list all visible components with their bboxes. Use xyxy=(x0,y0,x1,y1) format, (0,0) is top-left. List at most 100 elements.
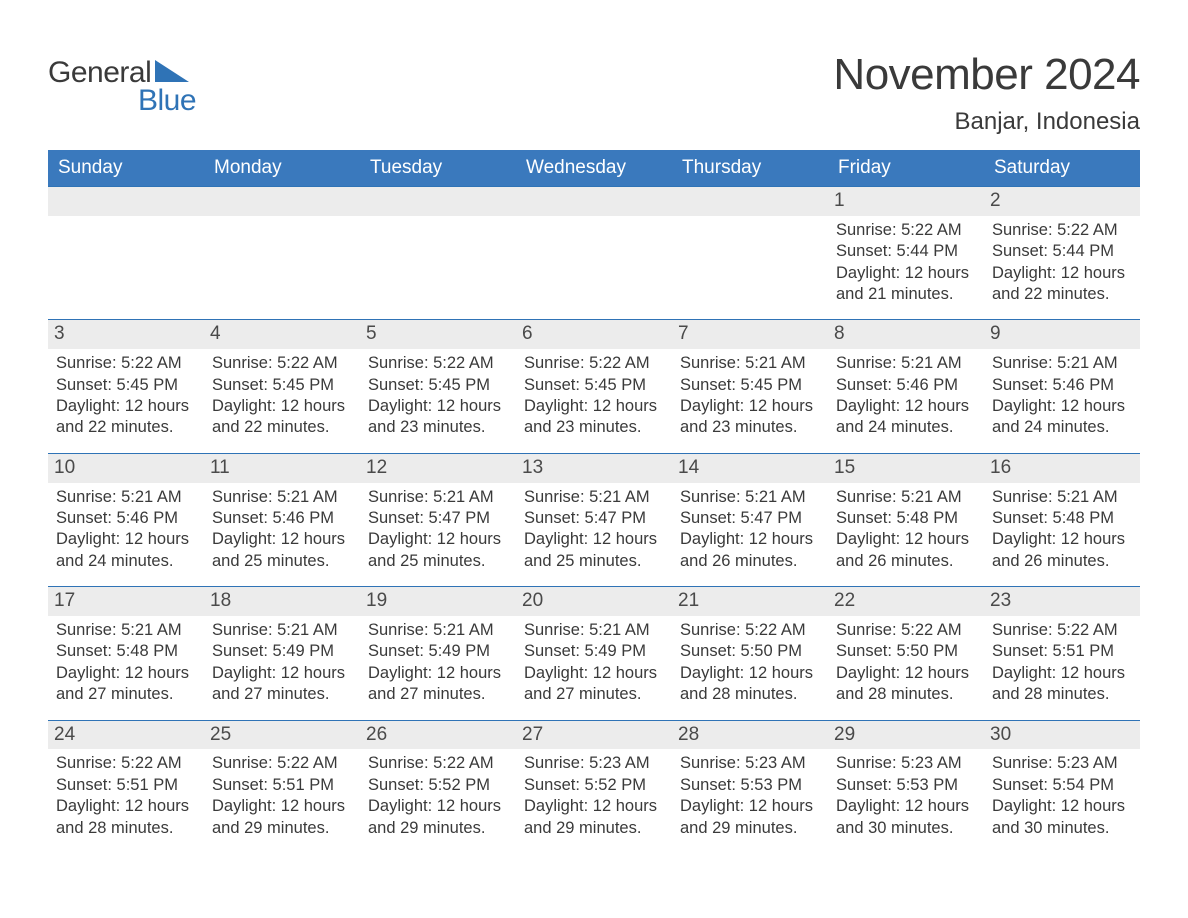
sunset-line: Sunset: 5:52 PM xyxy=(524,775,664,796)
day-content: Sunrise: 5:21 AMSunset: 5:48 PMDaylight:… xyxy=(834,487,978,573)
sunrise-line: Sunrise: 5:22 AM xyxy=(368,353,508,374)
sunrise-line: Sunrise: 5:22 AM xyxy=(56,753,196,774)
sunset-line: Sunset: 5:48 PM xyxy=(56,641,196,662)
day-content: Sunrise: 5:21 AMSunset: 5:48 PMDaylight:… xyxy=(990,487,1134,573)
sunset-line: Sunset: 5:46 PM xyxy=(56,508,196,529)
sunrise-line: Sunrise: 5:22 AM xyxy=(212,753,352,774)
day-content: Sunrise: 5:21 AMSunset: 5:48 PMDaylight:… xyxy=(54,620,198,706)
day-cell xyxy=(672,186,828,319)
day-cell xyxy=(204,186,360,319)
logo-triangle-icon xyxy=(155,60,189,82)
day-cell: 22Sunrise: 5:22 AMSunset: 5:50 PMDayligh… xyxy=(828,586,984,719)
daylight-line: Daylight: 12 hours and 28 minutes. xyxy=(680,663,820,706)
day-number xyxy=(48,186,204,216)
sunset-line: Sunset: 5:53 PM xyxy=(836,775,976,796)
sunset-line: Sunset: 5:49 PM xyxy=(524,641,664,662)
day-cell: 30Sunrise: 5:23 AMSunset: 5:54 PMDayligh… xyxy=(984,720,1140,853)
calendar-grid: Sunday Monday Tuesday Wednesday Thursday… xyxy=(48,150,1140,853)
daylight-line: Daylight: 12 hours and 23 minutes. xyxy=(524,396,664,439)
daylight-line: Daylight: 12 hours and 28 minutes. xyxy=(992,663,1132,706)
day-content: Sunrise: 5:21 AMSunset: 5:47 PMDaylight:… xyxy=(366,487,510,573)
week-row: 1Sunrise: 5:22 AMSunset: 5:44 PMDaylight… xyxy=(48,186,1140,319)
daylight-line: Daylight: 12 hours and 25 minutes. xyxy=(212,529,352,572)
day-content: Sunrise: 5:21 AMSunset: 5:49 PMDaylight:… xyxy=(210,620,354,706)
day-cell xyxy=(360,186,516,319)
sunrise-line: Sunrise: 5:22 AM xyxy=(836,220,976,241)
weekday-header: Wednesday xyxy=(516,150,672,186)
sunrise-line: Sunrise: 5:21 AM xyxy=(212,487,352,508)
sunrise-line: Sunrise: 5:22 AM xyxy=(680,620,820,641)
day-number: 29 xyxy=(828,720,984,750)
daylight-line: Daylight: 12 hours and 27 minutes. xyxy=(212,663,352,706)
sunset-line: Sunset: 5:45 PM xyxy=(368,375,508,396)
day-content: Sunrise: 5:21 AMSunset: 5:46 PMDaylight:… xyxy=(834,353,978,439)
sunset-line: Sunset: 5:47 PM xyxy=(524,508,664,529)
day-number: 7 xyxy=(672,319,828,349)
week-row: 24Sunrise: 5:22 AMSunset: 5:51 PMDayligh… xyxy=(48,720,1140,853)
sunrise-line: Sunrise: 5:21 AM xyxy=(524,620,664,641)
day-number: 11 xyxy=(204,453,360,483)
daylight-line: Daylight: 12 hours and 23 minutes. xyxy=(680,396,820,439)
daylight-line: Daylight: 12 hours and 26 minutes. xyxy=(836,529,976,572)
day-number: 15 xyxy=(828,453,984,483)
day-number xyxy=(516,186,672,216)
day-cell: 16Sunrise: 5:21 AMSunset: 5:48 PMDayligh… xyxy=(984,453,1140,586)
day-number: 23 xyxy=(984,586,1140,616)
daylight-line: Daylight: 12 hours and 30 minutes. xyxy=(992,796,1132,839)
day-content: Sunrise: 5:23 AMSunset: 5:53 PMDaylight:… xyxy=(678,753,822,839)
sunrise-line: Sunrise: 5:21 AM xyxy=(992,353,1132,374)
sunrise-line: Sunrise: 5:22 AM xyxy=(992,620,1132,641)
sunrise-line: Sunrise: 5:21 AM xyxy=(56,487,196,508)
day-content: Sunrise: 5:22 AMSunset: 5:45 PMDaylight:… xyxy=(366,353,510,439)
sunset-line: Sunset: 5:51 PM xyxy=(992,641,1132,662)
logo: General Blue xyxy=(48,50,196,118)
day-cell: 3Sunrise: 5:22 AMSunset: 5:45 PMDaylight… xyxy=(48,319,204,452)
calendar-page: General Blue November 2024 Banjar, Indon… xyxy=(0,0,1188,893)
daylight-line: Daylight: 12 hours and 23 minutes. xyxy=(368,396,508,439)
sunrise-line: Sunrise: 5:22 AM xyxy=(524,353,664,374)
day-cell: 1Sunrise: 5:22 AMSunset: 5:44 PMDaylight… xyxy=(828,186,984,319)
day-cell: 26Sunrise: 5:22 AMSunset: 5:52 PMDayligh… xyxy=(360,720,516,853)
day-content: Sunrise: 5:21 AMSunset: 5:46 PMDaylight:… xyxy=(990,353,1134,439)
sunrise-line: Sunrise: 5:21 AM xyxy=(992,487,1132,508)
sunset-line: Sunset: 5:45 PM xyxy=(212,375,352,396)
daylight-line: Daylight: 12 hours and 28 minutes. xyxy=(56,796,196,839)
sunset-line: Sunset: 5:51 PM xyxy=(212,775,352,796)
sunset-line: Sunset: 5:48 PM xyxy=(836,508,976,529)
day-number: 12 xyxy=(360,453,516,483)
daylight-line: Daylight: 12 hours and 29 minutes. xyxy=(680,796,820,839)
sunrise-line: Sunrise: 5:22 AM xyxy=(368,753,508,774)
day-cell: 18Sunrise: 5:21 AMSunset: 5:49 PMDayligh… xyxy=(204,586,360,719)
day-cell: 12 Sunrise: 5:21 AMSunset: 5:47 PMDayligh… xyxy=(360,453,516,586)
day-cell: 24Sunrise: 5:22 AMSunset: 5:51 PMDayligh… xyxy=(48,720,204,853)
day-cell: 4Sunrise: 5:22 AMSunset: 5:45 PMDaylight… xyxy=(204,319,360,452)
day-number: 20 xyxy=(516,586,672,616)
day-number xyxy=(672,186,828,216)
day-content: Sunrise: 5:23 AMSunset: 5:53 PMDaylight:… xyxy=(834,753,978,839)
day-content: Sunrise: 5:22 AMSunset: 5:52 PMDaylight:… xyxy=(366,753,510,839)
daylight-line: Daylight: 12 hours and 22 minutes. xyxy=(56,396,196,439)
day-number: 25 xyxy=(204,720,360,750)
sunrise-line: Sunrise: 5:21 AM xyxy=(836,487,976,508)
day-content: Sunrise: 5:22 AMSunset: 5:51 PMDaylight:… xyxy=(990,620,1134,706)
sunrise-line: Sunrise: 5:21 AM xyxy=(368,620,508,641)
sunset-line: Sunset: 5:50 PM xyxy=(680,641,820,662)
day-number: 21 xyxy=(672,586,828,616)
day-content: Sunrise: 5:22 AMSunset: 5:50 PMDaylight:… xyxy=(678,620,822,706)
sunset-line: Sunset: 5:46 PM xyxy=(992,375,1132,396)
day-content: Sunrise: 5:21 AMSunset: 5:49 PMDaylight:… xyxy=(366,620,510,706)
day-number xyxy=(360,186,516,216)
header: General Blue November 2024 Banjar, Indon… xyxy=(48,50,1140,136)
day-cell: 23 Sunrise: 5:22 AMSunset: 5:51 PMDayligh… xyxy=(984,586,1140,719)
day-number: 27 xyxy=(516,720,672,750)
sunrise-line: Sunrise: 5:21 AM xyxy=(368,487,508,508)
sunset-line: Sunset: 5:48 PM xyxy=(992,508,1132,529)
weekday-header: Sunday xyxy=(48,150,204,186)
weekday-header-row: Sunday Monday Tuesday Wednesday Thursday… xyxy=(48,150,1140,186)
daylight-line: Daylight: 12 hours and 24 minutes. xyxy=(836,396,976,439)
sunrise-line: Sunrise: 5:23 AM xyxy=(992,753,1132,774)
daylight-line: Daylight: 12 hours and 25 minutes. xyxy=(524,529,664,572)
day-number: 26 xyxy=(360,720,516,750)
daylight-line: Daylight: 12 hours and 29 minutes. xyxy=(368,796,508,839)
day-cell: 15 Sunrise: 5:21 AMSunset: 5:48 PMDayligh… xyxy=(828,453,984,586)
